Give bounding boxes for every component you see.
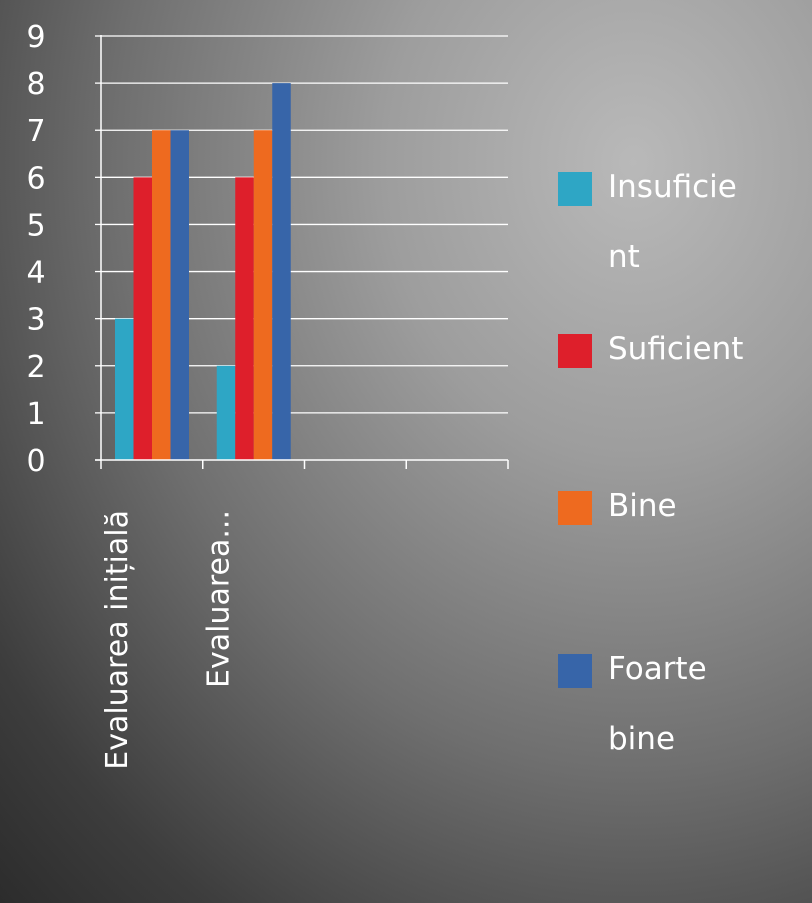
y-tick-label: 9 [26,20,45,55]
axes [95,35,509,469]
y-tick-label: 8 [26,67,45,102]
bar [272,83,291,460]
legend-label: nt [608,239,640,275]
x-tick-label: Evaluarea... [202,510,237,688]
y-tick-label: 2 [26,350,45,385]
y-tick-label: 0 [26,444,45,479]
y-axis-tick-labels: 0 1 2 3 4 5 6 7 8 9 [26,20,45,479]
bar-series [115,83,291,461]
legend-label: Bine [608,488,677,524]
bar [133,177,152,461]
y-tick-label: 7 [26,114,45,149]
legend-swatch [558,491,592,525]
legend-item: Foarte bine [558,651,707,757]
y-tick-label: 6 [26,161,45,196]
bar [253,130,273,460]
bar [152,130,171,460]
bar [115,318,134,460]
legend: Insuficie nt Suficient Bine Foarte bine [558,169,743,757]
legend-label: bine [608,721,675,757]
bar [170,130,189,460]
legend-swatch [558,172,592,206]
legend-label: Foarte [608,651,707,687]
y-tick-label: 5 [26,208,45,243]
bar [216,365,236,460]
bar [235,177,254,461]
legend-item: Insuficie nt [558,169,737,275]
y-tick-label: 1 [26,397,45,432]
y-tick-label: 3 [26,303,45,338]
legend-item: Suficient [558,331,743,368]
x-axis-tick-labels: Evaluarea inițială Evaluarea... [100,510,237,770]
legend-label: Suficient [608,331,743,367]
legend-swatch [558,654,592,688]
x-tick-label: Evaluarea inițială [100,510,135,770]
legend-label: Insuficie [608,169,737,205]
y-tick-label: 4 [26,256,45,291]
legend-item: Bine [558,488,677,525]
legend-swatch [558,334,592,368]
